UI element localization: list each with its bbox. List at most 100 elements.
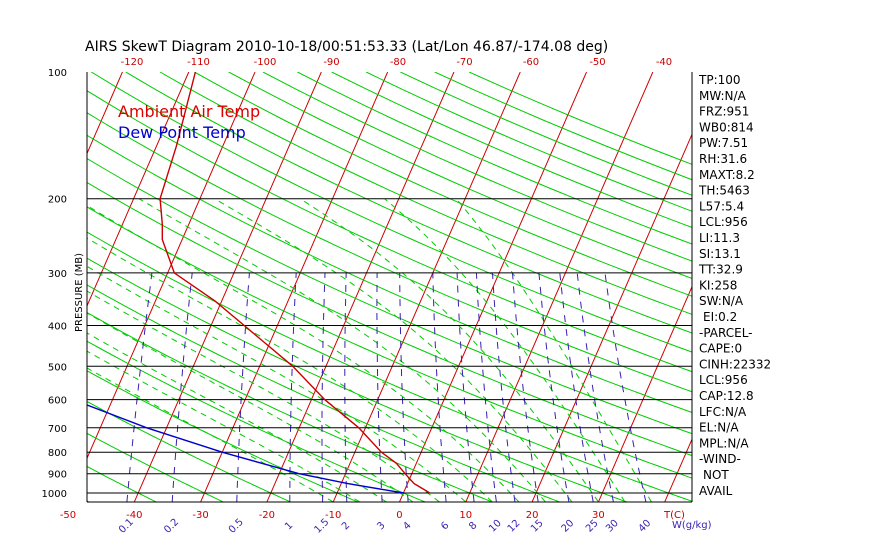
mixing-ratio-tick-label: 2 xyxy=(340,520,352,532)
stat-item: PW:7.51 xyxy=(699,136,748,150)
bottom-temperature-tick-label: -20 xyxy=(259,510,275,521)
pressure-tick-labels: 100 200 300 400 500 600 700 800 900 1000 xyxy=(42,68,67,500)
moist-adiabat-line xyxy=(87,204,520,502)
dry-adiabat-line xyxy=(87,206,692,479)
stat-item: -WIND- xyxy=(699,452,741,466)
dry-adiabat-line xyxy=(87,465,157,502)
pressure-tick-label: 200 xyxy=(48,195,67,206)
stat-item: LFC:N/A xyxy=(699,405,747,419)
stat-item: TH:5463 xyxy=(698,184,750,198)
pressure-tick-label: 800 xyxy=(48,448,67,459)
mixing-ratio-tick-label: 0.2 xyxy=(162,517,181,536)
top-temperature-tick-label: -90 xyxy=(323,57,339,68)
isotherm-line xyxy=(731,72,870,502)
dry-adiabat-line xyxy=(331,72,692,228)
stat-item: MPL:N/A xyxy=(699,436,749,450)
legend-dew-point-temp: Dew Point Temp xyxy=(118,123,246,142)
moist-adiabat-line xyxy=(87,265,467,502)
mixing-ratio-tick-label: 6 xyxy=(439,520,451,532)
pressure-tick-label: 100 xyxy=(48,68,67,79)
pressure-tick-label: 1000 xyxy=(42,489,67,500)
bottom-temperature-tick-label: 30 xyxy=(592,510,605,521)
isotherm-line xyxy=(465,72,654,502)
mixing-ratio-line xyxy=(475,272,497,502)
ambient-air-temp-series xyxy=(159,72,431,494)
isotherm-line xyxy=(87,72,256,460)
stat-item: -PARCEL- xyxy=(699,326,753,340)
moist-adiabat-line xyxy=(87,332,387,502)
stat-item: FRZ:951 xyxy=(699,105,749,119)
mixing-ratio-line xyxy=(376,272,383,502)
mixing-ratio-line xyxy=(289,272,297,502)
dry-adiabat-line xyxy=(87,311,493,502)
dry-adiabat-line xyxy=(87,284,560,502)
mixing-ratio-line xyxy=(126,272,153,502)
dry-adiabat-line xyxy=(87,231,692,502)
stat-item: SI:13.1 xyxy=(699,247,741,261)
mixing-ratio-tick-label: 30 xyxy=(604,518,621,535)
isotherm-line xyxy=(87,72,123,155)
bottom-temperature-tick-label: 10 xyxy=(459,510,472,521)
mixing-ratio-line xyxy=(171,272,193,502)
moist-adiabat-line xyxy=(87,290,440,502)
mixing-ratio-tick-label: 12 xyxy=(506,518,523,535)
moist-adiabat-line xyxy=(87,367,334,502)
top-temperature-tick-label: -120 xyxy=(121,57,144,68)
stat-item: SW:N/A xyxy=(699,294,744,308)
mixing-ratio-tick-label: 1 xyxy=(283,520,295,532)
dry-adiabat-line xyxy=(87,90,692,373)
dry-adiabat-line xyxy=(159,72,692,315)
stat-item: LI:11.3 xyxy=(699,231,740,245)
pressure-lines xyxy=(87,198,692,503)
stat-item: MW:N/A xyxy=(699,89,747,103)
mixing-ratio-line xyxy=(576,272,614,502)
dry-adiabat-line xyxy=(87,134,692,413)
bottom-temperature-tick-label: 0 xyxy=(396,510,402,521)
stat-item: MAXT:8.2 xyxy=(699,168,755,182)
top-temperature-tick-label: -50 xyxy=(589,57,605,68)
mixing-ratio-line xyxy=(559,272,594,502)
stat-item: EL:N/A xyxy=(699,421,739,435)
dry-adiabat-line xyxy=(87,112,692,393)
moist-adiabat-line xyxy=(384,198,626,502)
top-temperature-tick-label: -60 xyxy=(523,57,539,68)
mixing-ratio-tick-label: 40 xyxy=(637,518,654,535)
top-temperature-ticks: -120 -110 -100 -90 -80 -70 -60 -50 -40 xyxy=(121,57,673,68)
mixing-ratio-tick-label: 8 xyxy=(467,520,479,532)
dry-adiabat-line xyxy=(228,72,692,279)
mixing-ratio-tick-label: 0.5 xyxy=(227,517,246,536)
bottom-temperature-ticks: -50 -40 -30 -20 -10 0 10 20 30 xyxy=(60,510,605,521)
isotherm-line xyxy=(0,72,56,502)
mixing-ratio-line xyxy=(538,272,570,502)
mixing-ratio-tick-label: 4 xyxy=(401,520,413,532)
stat-item: RH:31.6 xyxy=(699,152,747,166)
stat-item: CAPE:0 xyxy=(699,342,742,356)
mixing-ratio-tick-label: 3 xyxy=(375,520,387,532)
pressure-tick-label: 500 xyxy=(48,362,67,373)
isotherm-line xyxy=(266,72,455,502)
stat-item: L57:5.4 xyxy=(699,199,744,213)
pressure-tick-label: 600 xyxy=(48,396,67,407)
dry-adiabat-line xyxy=(262,72,692,262)
moist-adiabat-line xyxy=(87,237,493,502)
top-temperature-tick-label: -100 xyxy=(254,57,277,68)
moist-adiabat-line xyxy=(214,198,573,502)
background-lines xyxy=(0,72,870,502)
dry-adiabat-line xyxy=(87,432,224,502)
stat-item: NOT xyxy=(703,468,729,482)
top-temperature-tick-label: -110 xyxy=(187,57,210,68)
isotherm-line xyxy=(87,72,190,308)
bottom-temperature-tick-label: -50 xyxy=(60,510,76,521)
stat-item: EI:0.2 xyxy=(703,310,737,324)
top-temperature-tick-label: -70 xyxy=(456,57,472,68)
dry-adiabat-line xyxy=(125,72,692,334)
stat-item: CINH:22332 xyxy=(699,357,771,371)
stat-item: CAP:12.8 xyxy=(699,389,754,403)
bottom-temperature-tick-label: -30 xyxy=(192,510,208,521)
dry-adiabat-line xyxy=(468,72,692,165)
mixing-ratio-tick-label: 20 xyxy=(560,518,577,535)
isotherm-line xyxy=(531,133,692,502)
stat-item: LCL:956 xyxy=(699,215,748,229)
